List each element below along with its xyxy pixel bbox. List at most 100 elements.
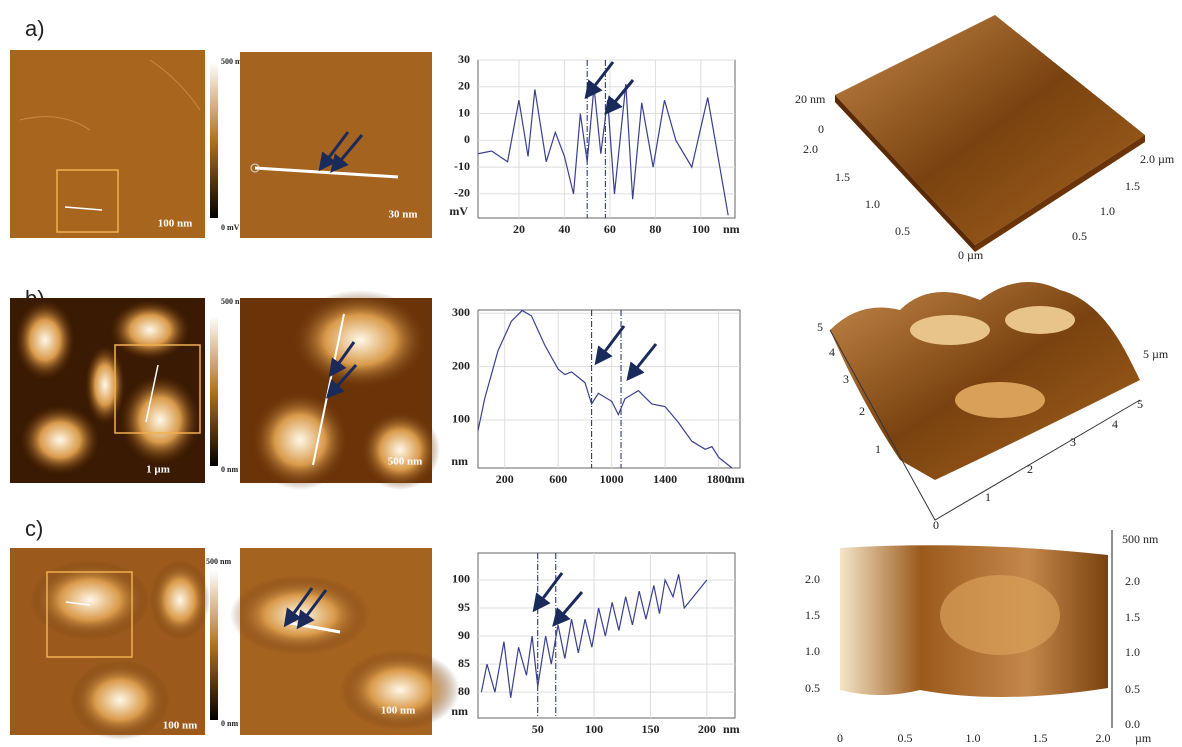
y-tick-label: 10 [458,105,470,119]
surface-label: 0 µm [958,248,984,262]
x-tick-label: 80 [649,222,661,236]
surface-label: 2.0 [803,142,818,156]
texture [30,560,150,640]
colorbar-max: 500 mV [221,57,248,66]
surface-label: 2.0 µm [1140,152,1175,166]
plot-area [477,552,736,719]
surface-label: 3 [843,372,849,386]
surface-label: 3 [1070,435,1076,449]
y-tick-label: 0 [464,132,470,146]
x-tick-label: 1400 [653,472,677,486]
plot-area [477,309,741,469]
surface-label: 1.0 [865,197,880,211]
y-tick-label: 300 [452,305,470,319]
y-tick-label: -10 [454,159,470,173]
axis [829,329,1141,521]
arrow [584,61,615,100]
y-tick-label: -20 [454,186,470,200]
texture [20,405,100,475]
surface-label: 0 [837,731,843,745]
texture [340,650,460,730]
colorbar-max: 500 nm [221,297,246,306]
texture [360,410,440,490]
y-unit: nm [451,454,468,468]
x-tick-label: 60 [604,222,616,236]
y-tick-label: 100 [452,572,470,586]
texture [70,660,170,740]
surface-label: 1.5 [1125,179,1140,193]
profile-start [250,163,260,173]
x-tick-label: 200 [698,722,716,736]
texture [110,300,190,360]
surface-side [835,95,975,252]
y-tick-label: 80 [458,684,470,698]
arrow [330,134,364,173]
texture [250,390,350,490]
x-tick-label: 150 [641,722,659,736]
x-tick-label: 200 [496,472,514,486]
texture [290,290,430,390]
surface-label: 4 [1112,417,1118,431]
panel-a: a) 100 nm 500 mV 0 mV 30 nm 20 nm 0 2.0 … [10,15,1175,262]
surface-label: µm [1135,731,1152,745]
y-tick-label: 90 [458,628,470,642]
arrow [296,589,328,630]
scale-label: 30 nm [388,209,417,221]
zoom-box [56,169,119,233]
afm-image [10,50,205,238]
surface-label: 0.5 [895,224,910,238]
texture [150,560,210,640]
x-tick-label: 1000 [600,472,624,486]
scale-label: 1 µm [146,464,170,476]
x-unit: nm [723,222,740,236]
surface-label: 2.0 [805,572,820,586]
scale-label: 100 nm [158,218,193,230]
profile-line [480,574,708,698]
y-unit: mV [449,204,468,218]
x-tick-label: 50 [532,722,544,736]
surface-label: 1.5 [835,170,850,184]
panel-c: c) 100 nm 500 nm 0 nm 100 nm 500 nm 2.0 … [10,516,1159,745]
colorbar [210,62,218,218]
surface-label: 1.0 [1100,204,1115,218]
surface-side [975,135,1145,252]
texture [230,575,370,655]
profile-line [477,309,733,469]
zoom-box [114,344,201,434]
profile-line [64,206,103,211]
surface-label: 5 µm [1143,347,1169,361]
arrow [326,364,358,399]
colorbar-min: 0 mV [221,223,240,232]
x-tick-label: 1800 [707,472,731,486]
panel-label: c) [25,516,43,541]
y-tick-label: 200 [452,358,470,372]
surface-label: 0.5 [805,681,820,695]
surface-label: 2.0 [1096,731,1111,745]
colorbar [210,316,218,466]
surface-label: 0 [818,122,824,136]
texture [940,575,1060,655]
x-tick-label: 600 [549,472,567,486]
texture [19,59,201,131]
arrow [328,341,356,378]
colorbar-max: 500 nm [206,557,231,566]
texture [1005,306,1075,334]
scale-label: 500 nm [388,456,423,468]
texture [120,375,200,465]
arrow [594,325,626,366]
arrow [552,591,584,627]
surface-label: 1 [985,490,991,504]
surface-label: 1.0 [805,644,820,658]
y-unit: nm [451,704,468,718]
surface-label: 1 [875,442,881,456]
x-unit: nm [723,722,740,736]
y-tick-label: 20 [458,79,470,93]
surface-label: 5 [817,320,823,334]
scale-label: 100 nm [163,720,198,732]
x-tick-label: 20 [513,222,525,236]
arrow [318,131,350,172]
surface-label: 1.0 [966,731,981,745]
surface-label: 2 [859,404,865,418]
surface [835,15,1145,245]
surface-label: 0.5 [1072,229,1087,243]
